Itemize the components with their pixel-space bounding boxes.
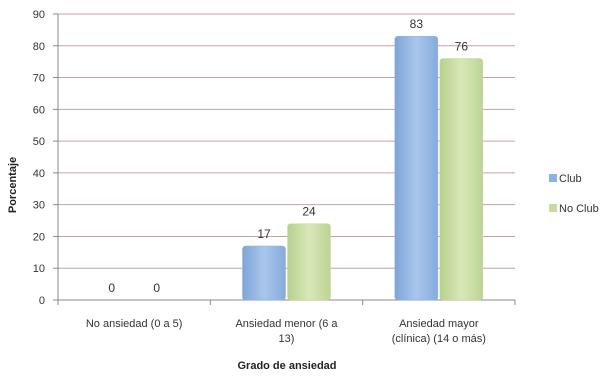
x-tick-label: Ansiedad menor (6 a	[235, 318, 338, 330]
data-label: 0	[153, 281, 160, 295]
legend-label: Club	[559, 173, 582, 185]
legend-swatch	[549, 204, 557, 212]
y-axis-title: Porcentaje	[7, 157, 19, 213]
bar-club	[242, 245, 286, 301]
data-labels: 0 0 17 24 83 76	[108, 17, 468, 295]
x-tick-label: 13)	[279, 333, 295, 345]
y-tick-label: 40	[33, 168, 45, 180]
tick-labels: 0 10 20 30 40 50 60 70 80 90 No ansiedad (0 a 5) An…	[33, 9, 486, 345]
x-tick-label: No ansiedad (0 a 5)	[86, 318, 183, 330]
y-tick-label: 70	[33, 73, 45, 85]
y-tick-label: 60	[33, 104, 45, 116]
x-axis-title: Grado de ansiedad	[237, 360, 336, 372]
gridlines	[58, 13, 515, 269]
legend-swatch	[549, 174, 557, 182]
data-label: 17	[257, 227, 271, 241]
y-tick-label: 80	[33, 41, 45, 53]
legend-label: No Club	[559, 203, 599, 215]
y-tick-label: 30	[33, 200, 45, 212]
bars	[242, 35, 484, 301]
bar-no-club	[439, 58, 484, 301]
data-label: 76	[455, 39, 469, 53]
y-tick-label: 90	[33, 9, 45, 21]
legend: Club No Club	[549, 173, 599, 215]
y-tick-label: 50	[33, 136, 45, 148]
data-label: 24	[302, 205, 316, 219]
y-tick-label: 10	[33, 263, 45, 275]
x-tick-label: Ansiedad mayor	[399, 318, 479, 330]
axes	[53, 13, 516, 305]
x-tick-label: (clínica) (14 o más)	[392, 333, 486, 345]
data-label: 83	[410, 17, 424, 31]
bar-club	[394, 35, 439, 301]
data-label: 0	[108, 281, 115, 295]
y-tick-label: 20	[33, 231, 45, 243]
bar-no-club	[287, 223, 331, 301]
y-tick-label: 0	[39, 295, 45, 307]
